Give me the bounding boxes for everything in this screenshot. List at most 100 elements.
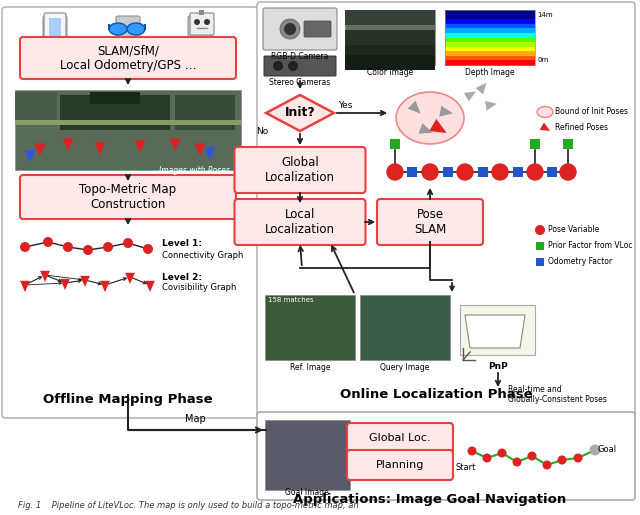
FancyBboxPatch shape <box>188 16 212 50</box>
Polygon shape <box>125 273 135 284</box>
Text: RGB-D Camera: RGB-D Camera <box>271 52 329 61</box>
Polygon shape <box>24 150 36 163</box>
Text: 158 matches: 158 matches <box>268 297 314 303</box>
Circle shape <box>573 454 582 462</box>
Text: Online Localization Phase: Online Localization Phase <box>340 388 532 402</box>
FancyBboxPatch shape <box>234 147 365 193</box>
Text: Offline Mapping Phase: Offline Mapping Phase <box>43 393 213 406</box>
Circle shape <box>535 225 545 235</box>
Ellipse shape <box>109 23 127 35</box>
Circle shape <box>53 41 57 45</box>
FancyBboxPatch shape <box>345 30 435 45</box>
Text: Odometry Factor: Odometry Factor <box>548 258 612 266</box>
Text: Applications: Image Goal Navigation: Applications: Image Goal Navigation <box>293 493 566 506</box>
FancyBboxPatch shape <box>264 56 336 76</box>
Circle shape <box>194 19 200 25</box>
FancyBboxPatch shape <box>445 38 535 43</box>
Text: Bound of Init Poses: Bound of Init Poses <box>555 108 628 116</box>
FancyBboxPatch shape <box>445 60 535 65</box>
FancyBboxPatch shape <box>530 139 540 149</box>
FancyBboxPatch shape <box>377 199 483 245</box>
Text: Covisibility Graph: Covisibility Graph <box>162 283 236 293</box>
Circle shape <box>284 23 296 35</box>
FancyBboxPatch shape <box>90 92 140 104</box>
FancyBboxPatch shape <box>265 295 355 360</box>
Text: Color Image: Color Image <box>367 68 413 77</box>
Circle shape <box>204 19 210 25</box>
FancyBboxPatch shape <box>360 295 450 360</box>
Polygon shape <box>80 276 90 287</box>
FancyBboxPatch shape <box>190 13 214 35</box>
Circle shape <box>63 242 73 252</box>
Polygon shape <box>35 143 45 156</box>
FancyBboxPatch shape <box>2 7 258 418</box>
Text: Stereo Cameras: Stereo Cameras <box>269 78 331 87</box>
Ellipse shape <box>396 92 464 144</box>
Circle shape <box>543 460 552 470</box>
Text: 0m: 0m <box>537 57 548 63</box>
Polygon shape <box>408 100 420 114</box>
FancyBboxPatch shape <box>345 10 435 65</box>
FancyBboxPatch shape <box>175 95 235 130</box>
FancyBboxPatch shape <box>257 412 635 500</box>
Circle shape <box>560 164 576 180</box>
Text: PnP: PnP <box>488 362 508 371</box>
FancyBboxPatch shape <box>390 139 400 149</box>
FancyBboxPatch shape <box>445 24 535 29</box>
Text: Query Image: Query Image <box>380 363 429 372</box>
Circle shape <box>483 454 492 462</box>
Circle shape <box>492 164 508 180</box>
FancyBboxPatch shape <box>60 95 170 130</box>
Polygon shape <box>134 140 146 153</box>
FancyBboxPatch shape <box>445 52 535 56</box>
FancyBboxPatch shape <box>536 258 544 266</box>
Text: Level 1:: Level 1: <box>162 239 202 249</box>
FancyBboxPatch shape <box>443 167 453 177</box>
FancyBboxPatch shape <box>407 167 417 177</box>
Text: No: No <box>256 127 268 135</box>
Polygon shape <box>145 281 155 292</box>
Polygon shape <box>195 143 205 156</box>
Polygon shape <box>419 123 433 133</box>
FancyBboxPatch shape <box>445 10 535 15</box>
FancyBboxPatch shape <box>445 28 535 33</box>
FancyBboxPatch shape <box>20 37 236 79</box>
Polygon shape <box>540 123 550 131</box>
Text: Map: Map <box>184 414 205 424</box>
Circle shape <box>143 244 153 254</box>
FancyBboxPatch shape <box>445 33 535 38</box>
Text: Level 2:: Level 2: <box>162 272 202 282</box>
Text: 14m: 14m <box>537 12 552 18</box>
Text: Goal: Goal <box>598 445 617 455</box>
Polygon shape <box>100 281 110 292</box>
Circle shape <box>20 242 30 252</box>
Circle shape <box>457 164 473 180</box>
Polygon shape <box>95 142 106 155</box>
Text: Ref. Image: Ref. Image <box>290 363 330 372</box>
Text: Yes: Yes <box>338 100 353 110</box>
Polygon shape <box>439 106 453 117</box>
Circle shape <box>123 238 133 248</box>
Circle shape <box>288 61 298 71</box>
Text: Planning: Planning <box>376 460 424 470</box>
Circle shape <box>513 457 522 467</box>
Text: Topo-Metric Map
Construction: Topo-Metric Map Construction <box>79 183 177 211</box>
FancyBboxPatch shape <box>445 42 535 47</box>
FancyBboxPatch shape <box>20 175 236 219</box>
FancyBboxPatch shape <box>15 120 241 125</box>
Circle shape <box>497 449 506 457</box>
FancyBboxPatch shape <box>15 90 241 170</box>
Text: Local
Localization: Local Localization <box>265 208 335 236</box>
Circle shape <box>103 242 113 252</box>
Text: Start: Start <box>455 464 476 472</box>
FancyBboxPatch shape <box>536 242 544 250</box>
Polygon shape <box>464 92 476 101</box>
Circle shape <box>280 19 300 39</box>
FancyBboxPatch shape <box>15 92 57 120</box>
Polygon shape <box>266 95 334 131</box>
Circle shape <box>589 444 600 455</box>
Text: Global Loc.: Global Loc. <box>369 433 431 443</box>
FancyBboxPatch shape <box>199 10 204 15</box>
Text: Init?: Init? <box>285 107 316 119</box>
FancyBboxPatch shape <box>263 8 337 50</box>
